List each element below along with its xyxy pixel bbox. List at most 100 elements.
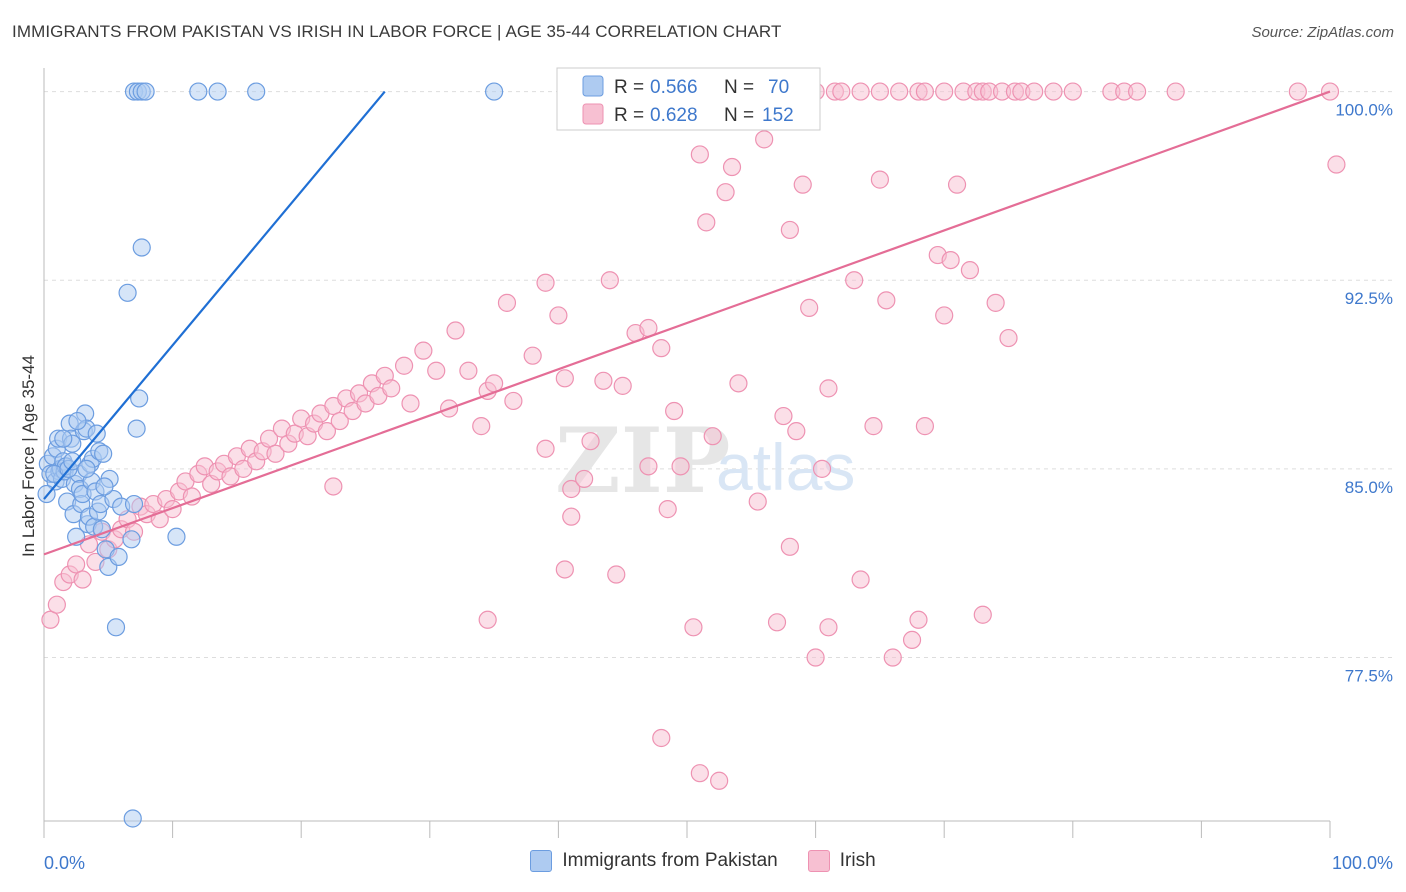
irish-point-74 [600, 271, 619, 290]
pakistan-point-67 [95, 477, 114, 496]
irish-point-158 [1127, 82, 1147, 101]
irish-point-106 [941, 250, 960, 270]
irish-point-124 [851, 570, 870, 589]
irish-point-80 [665, 401, 684, 421]
legend-n-label-1: N = [724, 77, 754, 98]
y-tick-label-0: 77.5% [1345, 667, 1393, 686]
legend-r-label-1: R = [614, 77, 644, 98]
irish-point-94 [800, 298, 819, 317]
pakistan-point-61 [123, 809, 142, 828]
legend-box: R = 0.566 N = 70 R = 0.628 N = 152 [556, 67, 821, 131]
irish-point-99 [864, 417, 883, 436]
irish-point-0 [41, 610, 60, 629]
bottom-legend-irish: Irish [807, 850, 876, 872]
watermark-atlas: atlas [716, 430, 855, 504]
irish-point-78 [652, 339, 671, 358]
irish-point-85 [703, 427, 722, 446]
irish-point-82 [684, 618, 703, 637]
irish-point-142 [890, 82, 909, 101]
irish-point-98 [845, 271, 864, 290]
bottom-legend: Immigrants from Pakistan Irish [0, 850, 1406, 872]
irish-point-114 [652, 728, 671, 748]
irish-point-84 [697, 213, 716, 232]
irish-point-64 [497, 293, 517, 312]
pakistan-point-44 [109, 547, 128, 566]
irish-point-45 [330, 411, 349, 431]
irish-point-97 [819, 379, 838, 398]
irish-point-145 [935, 82, 954, 101]
irish-point-129 [1327, 155, 1346, 174]
irish-point-34 [259, 429, 279, 448]
irish-point-140 [851, 82, 870, 101]
irish-point-111 [999, 328, 1018, 348]
bottom-legend-label-pakistan: Immigrants from Pakistan [562, 850, 778, 871]
pakistan-point-43 [106, 618, 126, 637]
irish-point-88 [729, 374, 748, 393]
irish-point-59 [446, 321, 465, 340]
irish-point-95 [812, 459, 832, 478]
irish-point-56 [414, 341, 433, 360]
irish-point-118 [883, 648, 902, 667]
irish-point-159 [1166, 82, 1185, 101]
irish-point-112 [478, 610, 497, 629]
irish-point-68 [549, 306, 568, 325]
grid-lines [44, 91, 1395, 659]
irish-point-117 [819, 618, 838, 637]
irish-point-91 [780, 220, 799, 240]
irish-point-105 [935, 306, 954, 325]
pakistan-point-47 [122, 530, 141, 549]
irish-point-144 [915, 82, 935, 101]
source-label: Source: ZipAtlas.com [1251, 24, 1394, 41]
irish-point-108 [986, 293, 1005, 312]
irish-point-115 [690, 764, 709, 783]
bottom-legend-label-irish: Irish [839, 850, 876, 871]
irish-point-73 [594, 371, 613, 390]
irish-point-79 [658, 500, 677, 519]
irish-point-5 [73, 570, 92, 589]
y-axis-label: In Labor Force | Age 35-44 [19, 355, 38, 557]
irish-point-116 [710, 771, 729, 790]
irish-point-155 [1063, 82, 1082, 101]
irish-point-100 [870, 170, 890, 189]
pakistan-point-38 [94, 444, 113, 463]
irish-point-120 [536, 439, 555, 458]
bottom-legend-swatch-blue [530, 850, 553, 872]
irish-point-122 [748, 492, 767, 511]
pakistan-point-51 [132, 238, 151, 257]
irish-point-57 [427, 361, 446, 380]
irish-point-89 [755, 130, 774, 149]
pakistan-point-37 [92, 520, 111, 539]
pakistan-point-68 [77, 459, 96, 478]
irish-point-121 [639, 457, 658, 476]
irish-trend-line [43, 90, 1331, 556]
irish-point-93 [793, 175, 812, 194]
irish-point-125 [324, 477, 343, 496]
irish-point-66 [523, 346, 542, 365]
irish-point-107 [947, 175, 967, 194]
pakistan-point-57 [208, 82, 227, 101]
bottom-legend-pakistan: Immigrants from Pakistan [530, 850, 778, 872]
pakistan-point-66 [63, 452, 82, 471]
pakistan-point-59 [485, 82, 504, 101]
pakistan-point-49 [127, 419, 146, 438]
legend-n-value-1: 70 [768, 77, 789, 98]
pakistan-point-62 [54, 429, 73, 448]
irish-point-72 [581, 432, 600, 451]
tick-labels: 77.5% 85.0% 92.5% 100.0% 0.0% 100.0% [44, 101, 1393, 873]
bottom-legend-swatch-pink [807, 850, 830, 872]
legend-r-value-1: 0.566 [650, 77, 698, 98]
chart-title: IMMIGRANTS FROM PAKISTAN VS IRISH IN LAB… [12, 22, 782, 41]
axes [43, 68, 1331, 838]
pakistan-point-60 [167, 527, 186, 546]
pakistan-point-63 [68, 411, 87, 431]
irish-point-60 [459, 361, 478, 380]
irish-point-110 [973, 605, 992, 624]
legend-swatch-blue [582, 75, 604, 97]
legend-n-label-2: N = [724, 105, 754, 126]
legend-r-label-2: R = [614, 105, 644, 126]
pakistan-point-56 [189, 82, 208, 101]
irish-point-123 [780, 537, 799, 556]
irish-point-103 [915, 417, 935, 436]
x-tick-label-0: 0.0% [44, 853, 85, 873]
